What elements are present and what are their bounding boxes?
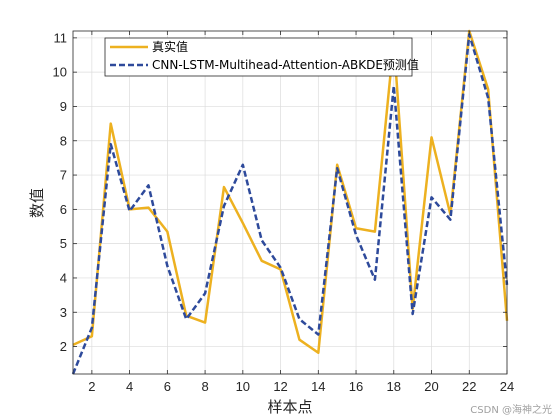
legend-label-real: 真实值 <box>152 39 188 54</box>
x-tick-label: 2 <box>88 379 95 394</box>
legend-label-predicted: CNN-LSTM-Multihead-Attention-ABKDE预测值 <box>152 57 419 72</box>
x-tick-label: 24 <box>500 379 514 394</box>
series-layer <box>71 29 509 375</box>
y-tick-label: 10 <box>53 65 67 80</box>
y-tick-label: 5 <box>60 236 67 251</box>
x-tick-label: 6 <box>164 379 171 394</box>
plot-background <box>73 31 507 374</box>
y-tick-label: 11 <box>54 30 68 45</box>
y-tick-label: 8 <box>60 133 67 148</box>
x-tick-label: 18 <box>387 379 401 394</box>
x-axis-title: 样本点 <box>267 398 312 416</box>
x-tick-label: 20 <box>424 379 438 394</box>
y-tick-label: 6 <box>60 202 67 217</box>
series-line-real <box>72 29 509 354</box>
y-axis-title: 数值 <box>28 188 46 218</box>
x-tick-label: 16 <box>349 379 363 394</box>
y-tick-label: 7 <box>60 168 67 183</box>
x-tick-label: 22 <box>462 379 476 394</box>
x-tick-label: 12 <box>273 379 287 394</box>
plot-frame <box>72 30 508 375</box>
watermark: CSDN @海神之光 <box>470 405 552 416</box>
y-tick-label: 9 <box>60 99 67 114</box>
y-tick-label: 2 <box>60 339 67 354</box>
y-tick-label: 3 <box>60 305 67 320</box>
x-tick-label: 8 <box>201 379 208 394</box>
legend-box <box>104 37 413 77</box>
x-tick-label: 10 <box>236 379 250 394</box>
x-tick-label: 14 <box>311 379 325 394</box>
y-tick-label: 4 <box>60 270 67 285</box>
legend: 真实值 CNN-LSTM-Multihead-Attention-ABKDE预测… <box>104 37 419 77</box>
x-tick-label: 4 <box>126 379 133 394</box>
